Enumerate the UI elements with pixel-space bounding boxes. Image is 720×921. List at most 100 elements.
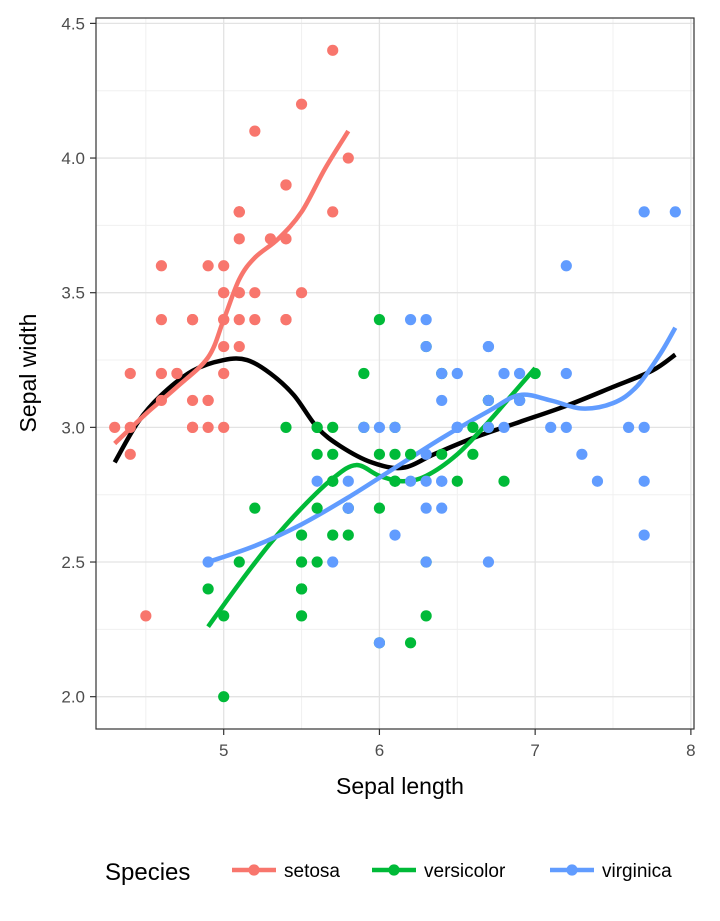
y-tick-label: 3.0 [61, 418, 85, 437]
data-point-versicolor [327, 421, 339, 433]
data-point-versicolor [420, 610, 432, 622]
data-point-setosa [186, 394, 199, 407]
data-point-virginica [436, 394, 448, 407]
data-point-versicolor [373, 448, 386, 460]
data-point-virginica [638, 206, 650, 218]
data-point-setosa [249, 314, 261, 326]
data-point-virginica [482, 340, 495, 353]
data-point-versicolor [529, 367, 541, 380]
data-point-virginica [545, 421, 557, 433]
data-point-virginica [389, 421, 401, 433]
data-point-versicolor [280, 421, 292, 433]
y-tick-label: 4.5 [61, 14, 85, 33]
data-point-virginica [482, 394, 495, 407]
data-point-versicolor [295, 583, 308, 595]
data-point-setosa [233, 314, 245, 326]
data-point-virginica [373, 637, 386, 649]
data-point-versicolor [218, 610, 230, 622]
data-point-setosa [280, 233, 292, 245]
data-point-virginica [451, 421, 463, 433]
data-point-setosa [155, 367, 168, 380]
data-point-setosa [218, 421, 230, 433]
data-point-virginica [202, 556, 214, 568]
data-point-versicolor [233, 556, 245, 568]
data-point-virginica [638, 529, 650, 541]
data-point-virginica [342, 502, 354, 514]
data-point-versicolor [327, 448, 339, 460]
data-point-versicolor [436, 448, 448, 460]
y-tick-label: 2.5 [61, 553, 85, 572]
data-point-virginica [420, 340, 432, 353]
data-point-setosa [264, 233, 277, 245]
data-point-setosa [186, 314, 199, 326]
data-point-versicolor [358, 367, 370, 380]
data-point-virginica [311, 475, 323, 487]
data-point-virginica [669, 206, 681, 218]
data-point-virginica [560, 367, 572, 380]
data-point-virginica [436, 502, 448, 514]
data-point-virginica [373, 421, 386, 433]
x-axis-title: Sepal length [336, 773, 464, 799]
data-point-virginica [622, 421, 635, 433]
legend-title: Species [105, 859, 190, 886]
data-point-setosa [233, 287, 245, 299]
data-point-versicolor [327, 529, 339, 541]
data-point-virginica [560, 260, 572, 272]
data-points [109, 44, 681, 703]
data-point-virginica [389, 529, 401, 541]
y-axis-title: Sepal width [15, 314, 41, 433]
data-point-virginica [482, 556, 495, 568]
data-point-versicolor [373, 314, 386, 326]
data-point-versicolor [311, 502, 323, 514]
legend-label-versicolor: versicolor [424, 861, 506, 882]
x-tick-label: 6 [375, 741, 384, 760]
data-point-setosa [280, 179, 292, 191]
data-point-setosa [202, 421, 214, 433]
data-point-virginica [420, 314, 432, 326]
data-point-versicolor [342, 529, 354, 541]
data-point-setosa [249, 125, 261, 137]
data-point-versicolor [498, 475, 510, 487]
data-point-setosa [109, 421, 121, 433]
data-point-versicolor [467, 448, 479, 460]
data-point-setosa [280, 314, 292, 326]
data-point-setosa [233, 233, 245, 245]
data-point-setosa [202, 260, 214, 272]
data-point-virginica [342, 475, 354, 487]
data-point-virginica [420, 475, 432, 487]
y-axis: 2.0 2.5 3.0 3.5 4.0 4.5 [61, 14, 96, 707]
data-point-setosa [155, 260, 168, 272]
data-point-setosa [233, 206, 245, 218]
data-point-setosa [186, 421, 199, 433]
data-point-versicolor [389, 448, 401, 460]
data-point-virginica [591, 475, 604, 487]
legend-key-point-setosa [248, 864, 260, 876]
data-point-versicolor [311, 448, 323, 460]
data-point-virginica [436, 367, 448, 380]
data-point-virginica [513, 394, 526, 407]
data-point-virginica [420, 502, 432, 514]
smooth-line-setosa [113, 129, 351, 446]
data-point-setosa [218, 287, 230, 299]
data-point-versicolor [295, 556, 308, 568]
data-point-versicolor [451, 475, 463, 487]
data-point-setosa [295, 287, 308, 299]
data-point-virginica [451, 367, 463, 380]
data-point-setosa [342, 152, 354, 164]
data-point-setosa [124, 367, 136, 380]
series-points-virginica [202, 206, 681, 649]
data-point-versicolor [249, 502, 261, 514]
y-tick-label: 3.5 [61, 284, 85, 303]
data-point-setosa [171, 367, 183, 380]
legend-label-setosa: setosa [284, 861, 340, 882]
data-point-setosa [249, 287, 261, 299]
data-point-virginica [358, 421, 370, 433]
data-point-virginica [560, 421, 572, 433]
data-point-virginica [513, 367, 526, 380]
data-point-versicolor [327, 475, 339, 487]
data-point-virginica [436, 475, 448, 487]
data-point-setosa [218, 314, 230, 326]
y-tick-label: 4.0 [61, 149, 85, 168]
data-point-versicolor [295, 610, 308, 622]
data-point-setosa [327, 206, 339, 218]
